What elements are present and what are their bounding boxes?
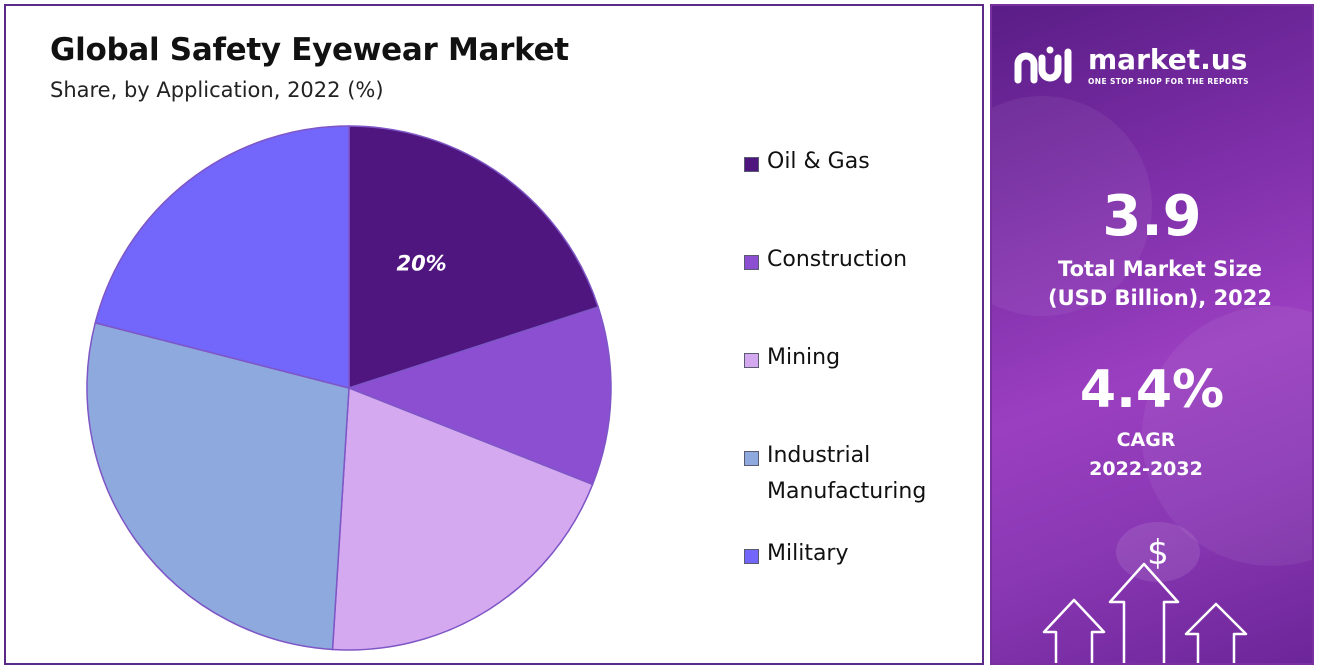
legend-label: Construction — [767, 242, 967, 278]
legend-swatch — [744, 353, 759, 368]
brand-tagline: ONE STOP SHOP FOR THE REPORTS — [1088, 77, 1249, 86]
legend-item-oil-gas: Oil & Gas — [744, 152, 967, 180]
legend-label: Military — [767, 536, 967, 572]
brand-logo: market.us ONE STOP SHOP FOR THE REPORTS — [1012, 44, 1249, 86]
legend-item-industrial-manufacturing: Industrial Manufacturing — [744, 446, 967, 510]
legend-label: Mining — [767, 340, 967, 376]
market-size-label-line1: Total Market Size — [1000, 255, 1314, 284]
legend-swatch — [744, 451, 759, 466]
chart-panel: Global Safety Eyewear Market Share, by A… — [4, 4, 984, 665]
brand-name: market.us — [1088, 45, 1249, 75]
legend-item-mining: Mining — [744, 348, 967, 376]
summary-panel: market.us ONE STOP SHOP FOR THE REPORTS … — [990, 4, 1314, 665]
cagr-label-line1: CAGR — [990, 426, 1306, 455]
legend-swatch — [744, 255, 759, 270]
growth-arrows-icon — [1042, 562, 1262, 665]
market-size-label-line2: (USD Billion), 2022 — [1000, 284, 1314, 313]
legend-item-construction: Construction — [744, 250, 967, 278]
legend-swatch — [744, 549, 759, 564]
market-us-logo-icon — [1012, 44, 1084, 86]
chart-legend: Oil & Gas Construction Mining Industrial… — [744, 6, 984, 667]
market-size-label: Total Market Size (USD Billion), 2022 — [1000, 255, 1314, 313]
cagr-label: CAGR 2022-2032 — [990, 426, 1306, 484]
data-label: 20% — [396, 252, 446, 276]
cagr-label-line2: 2022-2032 — [990, 455, 1306, 484]
market-size-value: 3.9 — [992, 184, 1312, 249]
legend-item-military: Military — [744, 544, 967, 572]
legend-label: Oil & Gas — [767, 144, 967, 180]
cagr-value: 4.4% — [992, 360, 1312, 420]
legend-label: Industrial Manufacturing — [767, 438, 967, 510]
legend-swatch — [744, 157, 759, 172]
